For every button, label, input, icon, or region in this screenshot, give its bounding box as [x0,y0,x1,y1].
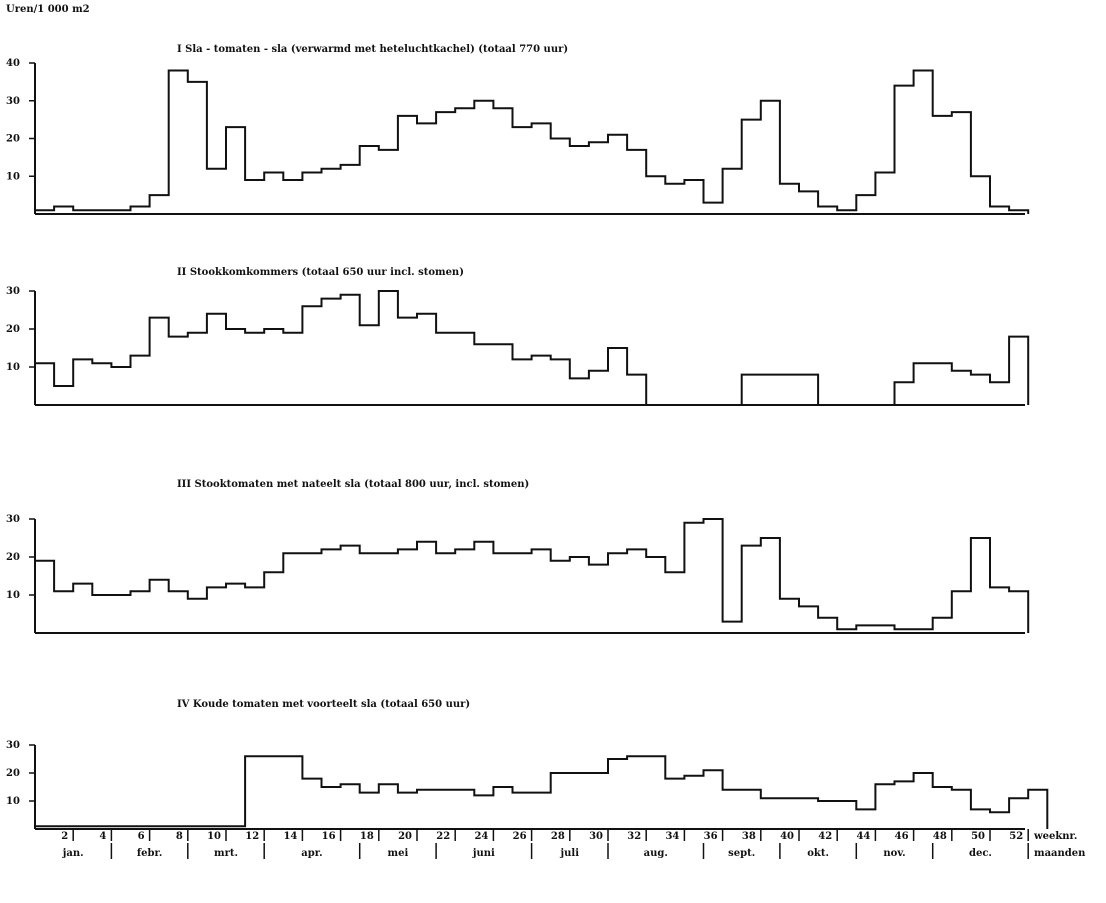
week-tick-label: 28 [551,831,565,842]
y-tick-label: 20 [6,552,20,563]
week-tick-label: 48 [933,831,947,842]
week-tick-label: 10 [207,831,221,842]
month-label: juli [560,848,580,859]
y-tick-label: 20 [6,768,20,779]
week-tick-label: 50 [971,831,985,842]
week-tick-label: 44 [856,831,870,842]
series-step-line [35,69,1030,214]
week-tick-label: 16 [322,831,336,842]
week-tick-label: 8 [176,831,183,842]
y-tick-label: 30 [6,96,20,107]
month-label: apr. [301,848,322,859]
panel-2: II Stookkomkommers (totaal 650 uur incl.… [6,267,1030,406]
month-label: febr. [137,848,163,859]
month-label: okt. [807,848,829,859]
y-tick-label: 30 [6,740,20,751]
month-label: aug. [644,848,668,859]
week-tick-label: 22 [436,831,450,842]
panel-title: IV Koude tomaten met voorteelt sla (tota… [177,699,470,710]
y-tick-label: 40 [6,58,20,69]
series-step-line [35,290,648,405]
series-step-line [35,755,1049,829]
week-tick-label: 4 [99,831,106,842]
y-tick-label: 10 [6,362,20,373]
y-tick-label: 10 [6,171,20,182]
week-tick-label: 12 [245,831,259,842]
week-axis-label: weeknr. [1033,831,1077,842]
y-tick-label: 20 [6,324,20,335]
week-tick-label: 30 [589,831,603,842]
series-step-line [740,373,820,405]
month-label: mei [388,848,409,859]
week-tick-label: 20 [398,831,412,842]
y-tick-label: 30 [6,514,20,525]
week-tick-label: 42 [818,831,832,842]
week-tick-label: 34 [665,831,679,842]
week-tick-label: 26 [513,831,527,842]
week-tick-label: 2 [61,831,68,842]
y-tick-label: 10 [6,796,20,807]
week-tick-label: 18 [360,831,374,842]
panel-title: III Stooktomaten met nateelt sla (totaal… [177,479,529,490]
week-tick-label: 24 [474,831,488,842]
y-tick-label: 20 [6,134,20,145]
week-tick-label: 36 [704,831,718,842]
week-tick-label: 14 [283,831,297,842]
week-tick-label: 32 [627,831,641,842]
week-tick-label: 38 [742,831,756,842]
month-label: juni [472,848,495,859]
month-label: jan. [62,848,84,859]
week-tick-label: 40 [780,831,794,842]
month-label: nov. [883,848,905,859]
month-axis-label: maanden [1034,848,1086,859]
panels: I Sla - tomaten - sla (verwarmd met hete… [6,44,1049,830]
month-label: sept. [728,848,755,859]
panel-title: I Sla - tomaten - sla (verwarmd met hete… [177,44,568,55]
panel-1: I Sla - tomaten - sla (verwarmd met hete… [6,44,1030,215]
y-tick-label: 10 [6,590,20,601]
series-step-line [893,335,1030,405]
month-label: mrt. [214,848,238,859]
y-tick-label: 30 [6,286,20,297]
panel-title: II Stookkomkommers (totaal 650 uur incl.… [177,267,464,278]
x-axis: 2 4 6 8 10 12 14 16 18 20 22 24 26 28 30 32 34 36 38 40 42 44… [61,829,1086,859]
series-step-line [35,518,1030,633]
week-tick-label: 6 [138,831,145,842]
month-label: dec. [969,848,992,859]
y-unit-label: Uren/1 000 m2 [6,4,90,15]
panel-3: III Stooktomaten met nateelt sla (totaal… [6,479,1030,634]
panel-4: IV Koude tomaten met voorteelt sla (tota… [6,699,1049,830]
week-tick-label: 46 [895,831,909,842]
week-tick-label: 52 [1009,831,1023,842]
